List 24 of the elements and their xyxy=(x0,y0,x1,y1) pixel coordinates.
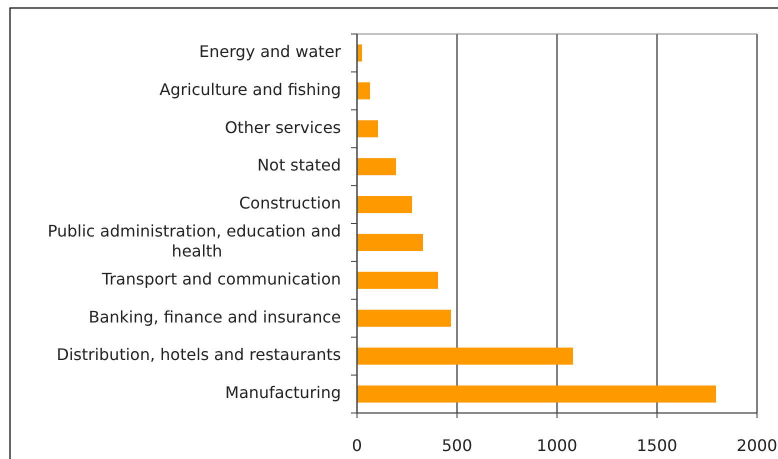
bar xyxy=(357,196,412,214)
y-tick-label: Transport and communication xyxy=(100,270,341,289)
y-tick-label: Distribution, hotels and restaurants xyxy=(56,346,341,365)
y-tick-label: Public administration, education and health xyxy=(48,222,341,261)
x-tick-label: 0 xyxy=(352,436,362,455)
x-tick-label: 1500 xyxy=(636,436,678,455)
bar xyxy=(357,82,370,100)
bar xyxy=(357,386,716,403)
bar xyxy=(357,234,423,251)
bar xyxy=(357,272,438,289)
x-tick-label: 500 xyxy=(442,436,472,455)
y-tick-label: Agriculture and fishing xyxy=(159,80,341,100)
y-tick-label: Manufacturing xyxy=(225,383,341,402)
bar xyxy=(357,158,396,176)
bar xyxy=(357,348,573,365)
bar xyxy=(357,310,451,327)
y-tick-label: Not stated xyxy=(257,156,341,176)
x-tick-label: 1000 xyxy=(536,436,578,455)
y-tick-label: Energy and water xyxy=(199,42,342,62)
y-tick-label: Construction xyxy=(239,194,341,213)
x-tick-label: 2000 xyxy=(736,436,778,455)
y-tick-label: Banking, finance and insurance xyxy=(88,308,341,327)
y-tick-label: Other services xyxy=(224,118,341,138)
bar xyxy=(357,120,378,138)
